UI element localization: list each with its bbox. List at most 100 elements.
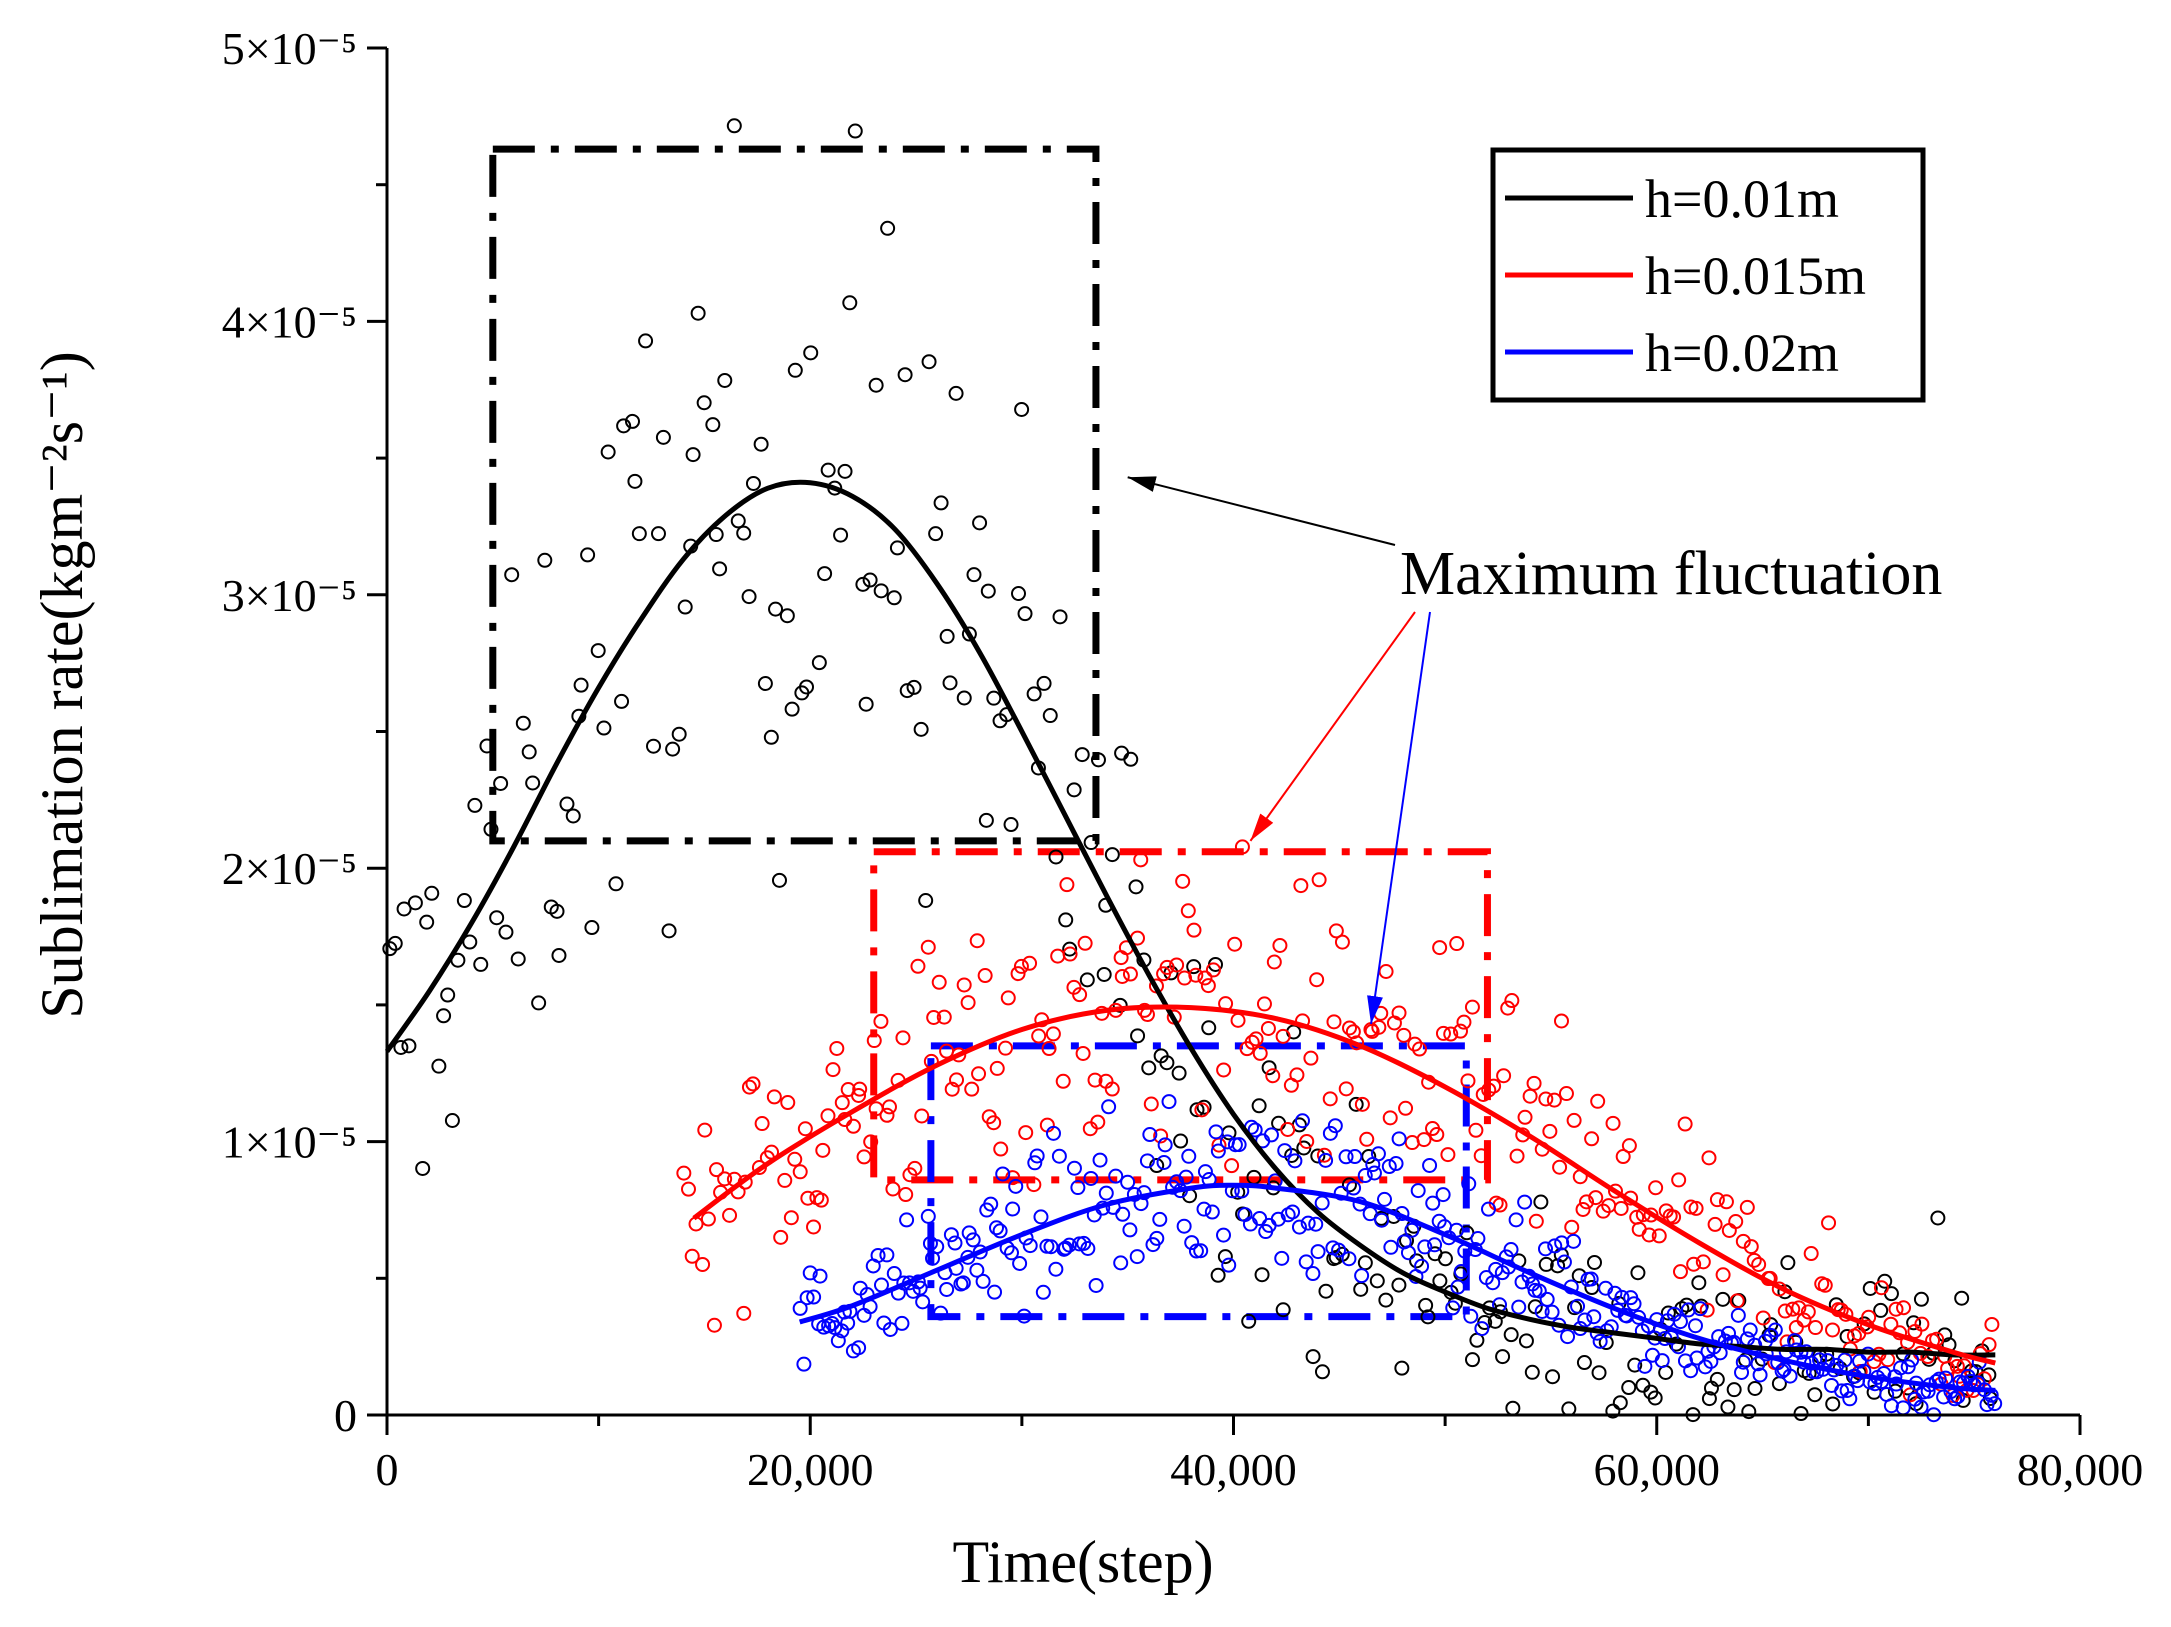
scatter-point [655,429,671,445]
scatter-point [787,362,803,378]
scatter-point [961,626,977,642]
scatter-point [479,738,495,754]
scatter-point [531,995,547,1011]
scatter-point [1453,1023,1469,1039]
scatter-point [993,1141,1009,1157]
scatter-point [1035,1284,1051,1300]
scatter-point [803,345,819,361]
scatter-point [745,475,761,491]
scatter-point [1156,1154,1172,1170]
scatter-point [1252,1210,1268,1226]
scatter-point [1414,1258,1430,1274]
scatter-point [1074,747,1090,763]
scatter-point [1178,1169,1194,1185]
scatter-point [1873,1302,1889,1318]
scatter-point [825,1062,841,1078]
scatter-point [665,741,681,757]
scatter-point [1583,1271,1599,1287]
scatter-point [1538,1091,1554,1107]
scatter-point [1654,1353,1670,1369]
legend-label: h=0.01m [1645,169,1839,229]
scatter-point [1248,1031,1264,1047]
y-tick-label: 4×10⁻⁵ [222,296,357,347]
scatter-point [1194,1102,1210,1118]
scatter-point [868,377,884,393]
scatter-point [1660,1305,1676,1321]
scatter-point [986,1115,1002,1131]
scatter-point [1579,1194,1595,1210]
scatter-point [1621,1380,1637,1396]
scatter-point [1496,1068,1512,1084]
scatter-point [886,1266,902,1282]
scatter-point [866,1033,882,1049]
scatter-point [462,934,478,950]
scatter-point [987,1284,1003,1300]
scatter-point [1017,606,1033,622]
fit-line [692,1004,1996,1366]
scatter-point [1090,752,1106,768]
scatter-point [1299,1133,1315,1149]
scatter-point [799,679,815,695]
scatter-point [1545,1369,1561,1385]
scatter-point [1612,1395,1628,1411]
scatter-point [1088,1277,1104,1293]
scatter-point [920,939,936,955]
scatter-point [1271,1115,1287,1131]
scatter-point [787,1151,803,1167]
scatter-point [906,679,922,695]
scatter-point [1051,1148,1067,1164]
scatter-point [1627,1357,1643,1373]
scatter-point [1026,1177,1042,1193]
scatter-point [944,1081,960,1097]
scatter-point [1793,1344,1809,1360]
scatter-point [1621,1138,1637,1154]
scatter-point [918,892,934,908]
scatter-point [1115,1206,1131,1222]
scatter-point [1036,675,1052,691]
scatter-point [467,797,483,813]
scatter-point [1348,1096,1364,1112]
scatter-point [1743,1239,1759,1255]
scatter-point [1205,962,1221,978]
scatter-point [646,738,662,754]
scatter-point [1254,1267,1270,1283]
scatter-point [926,1009,942,1025]
scatter-point [1173,1133,1189,1149]
scatter-point [1354,1268,1370,1284]
scatter-point [419,914,435,930]
scatter-point [1450,1279,1466,1295]
scatter-point [677,599,693,615]
scatter-point [797,1121,813,1137]
scatter-point [1473,1148,1489,1164]
scatter-point [1378,1292,1394,1308]
scatter-point [1141,1060,1157,1076]
scatter-point [1735,1233,1751,1249]
scatter-point [510,951,526,967]
scatter-point [401,1038,417,1054]
scatter-point [1825,1396,1841,1412]
scatter-point [1539,1291,1555,1307]
scatter-point [1087,1072,1103,1088]
scatter-point [521,744,537,760]
scatter-point [1272,937,1288,953]
scatter-point [696,395,712,411]
scatter-point [1042,708,1058,724]
scatter-point [1524,1364,1540,1380]
scatter-point [1862,1280,1878,1296]
scatter-point [1914,1316,1930,1332]
scatter-point [983,1196,999,1212]
scatter-point [1987,1396,2003,1412]
scatter-point [1558,1086,1574,1102]
scatter-point [1287,1153,1303,1169]
scatter-point [1277,1143,1293,1159]
x-tick-label: 20,000 [747,1444,874,1495]
scatter-point [1984,1316,2000,1332]
scatter-point [1605,1115,1621,1131]
scatter-point [1285,1204,1301,1220]
scatter-point [912,1280,928,1296]
scatter-point [1061,1237,1077,1253]
scatter-point [1672,1264,1688,1280]
scatter-point [1807,1320,1823,1336]
scatter-point [856,1149,872,1165]
